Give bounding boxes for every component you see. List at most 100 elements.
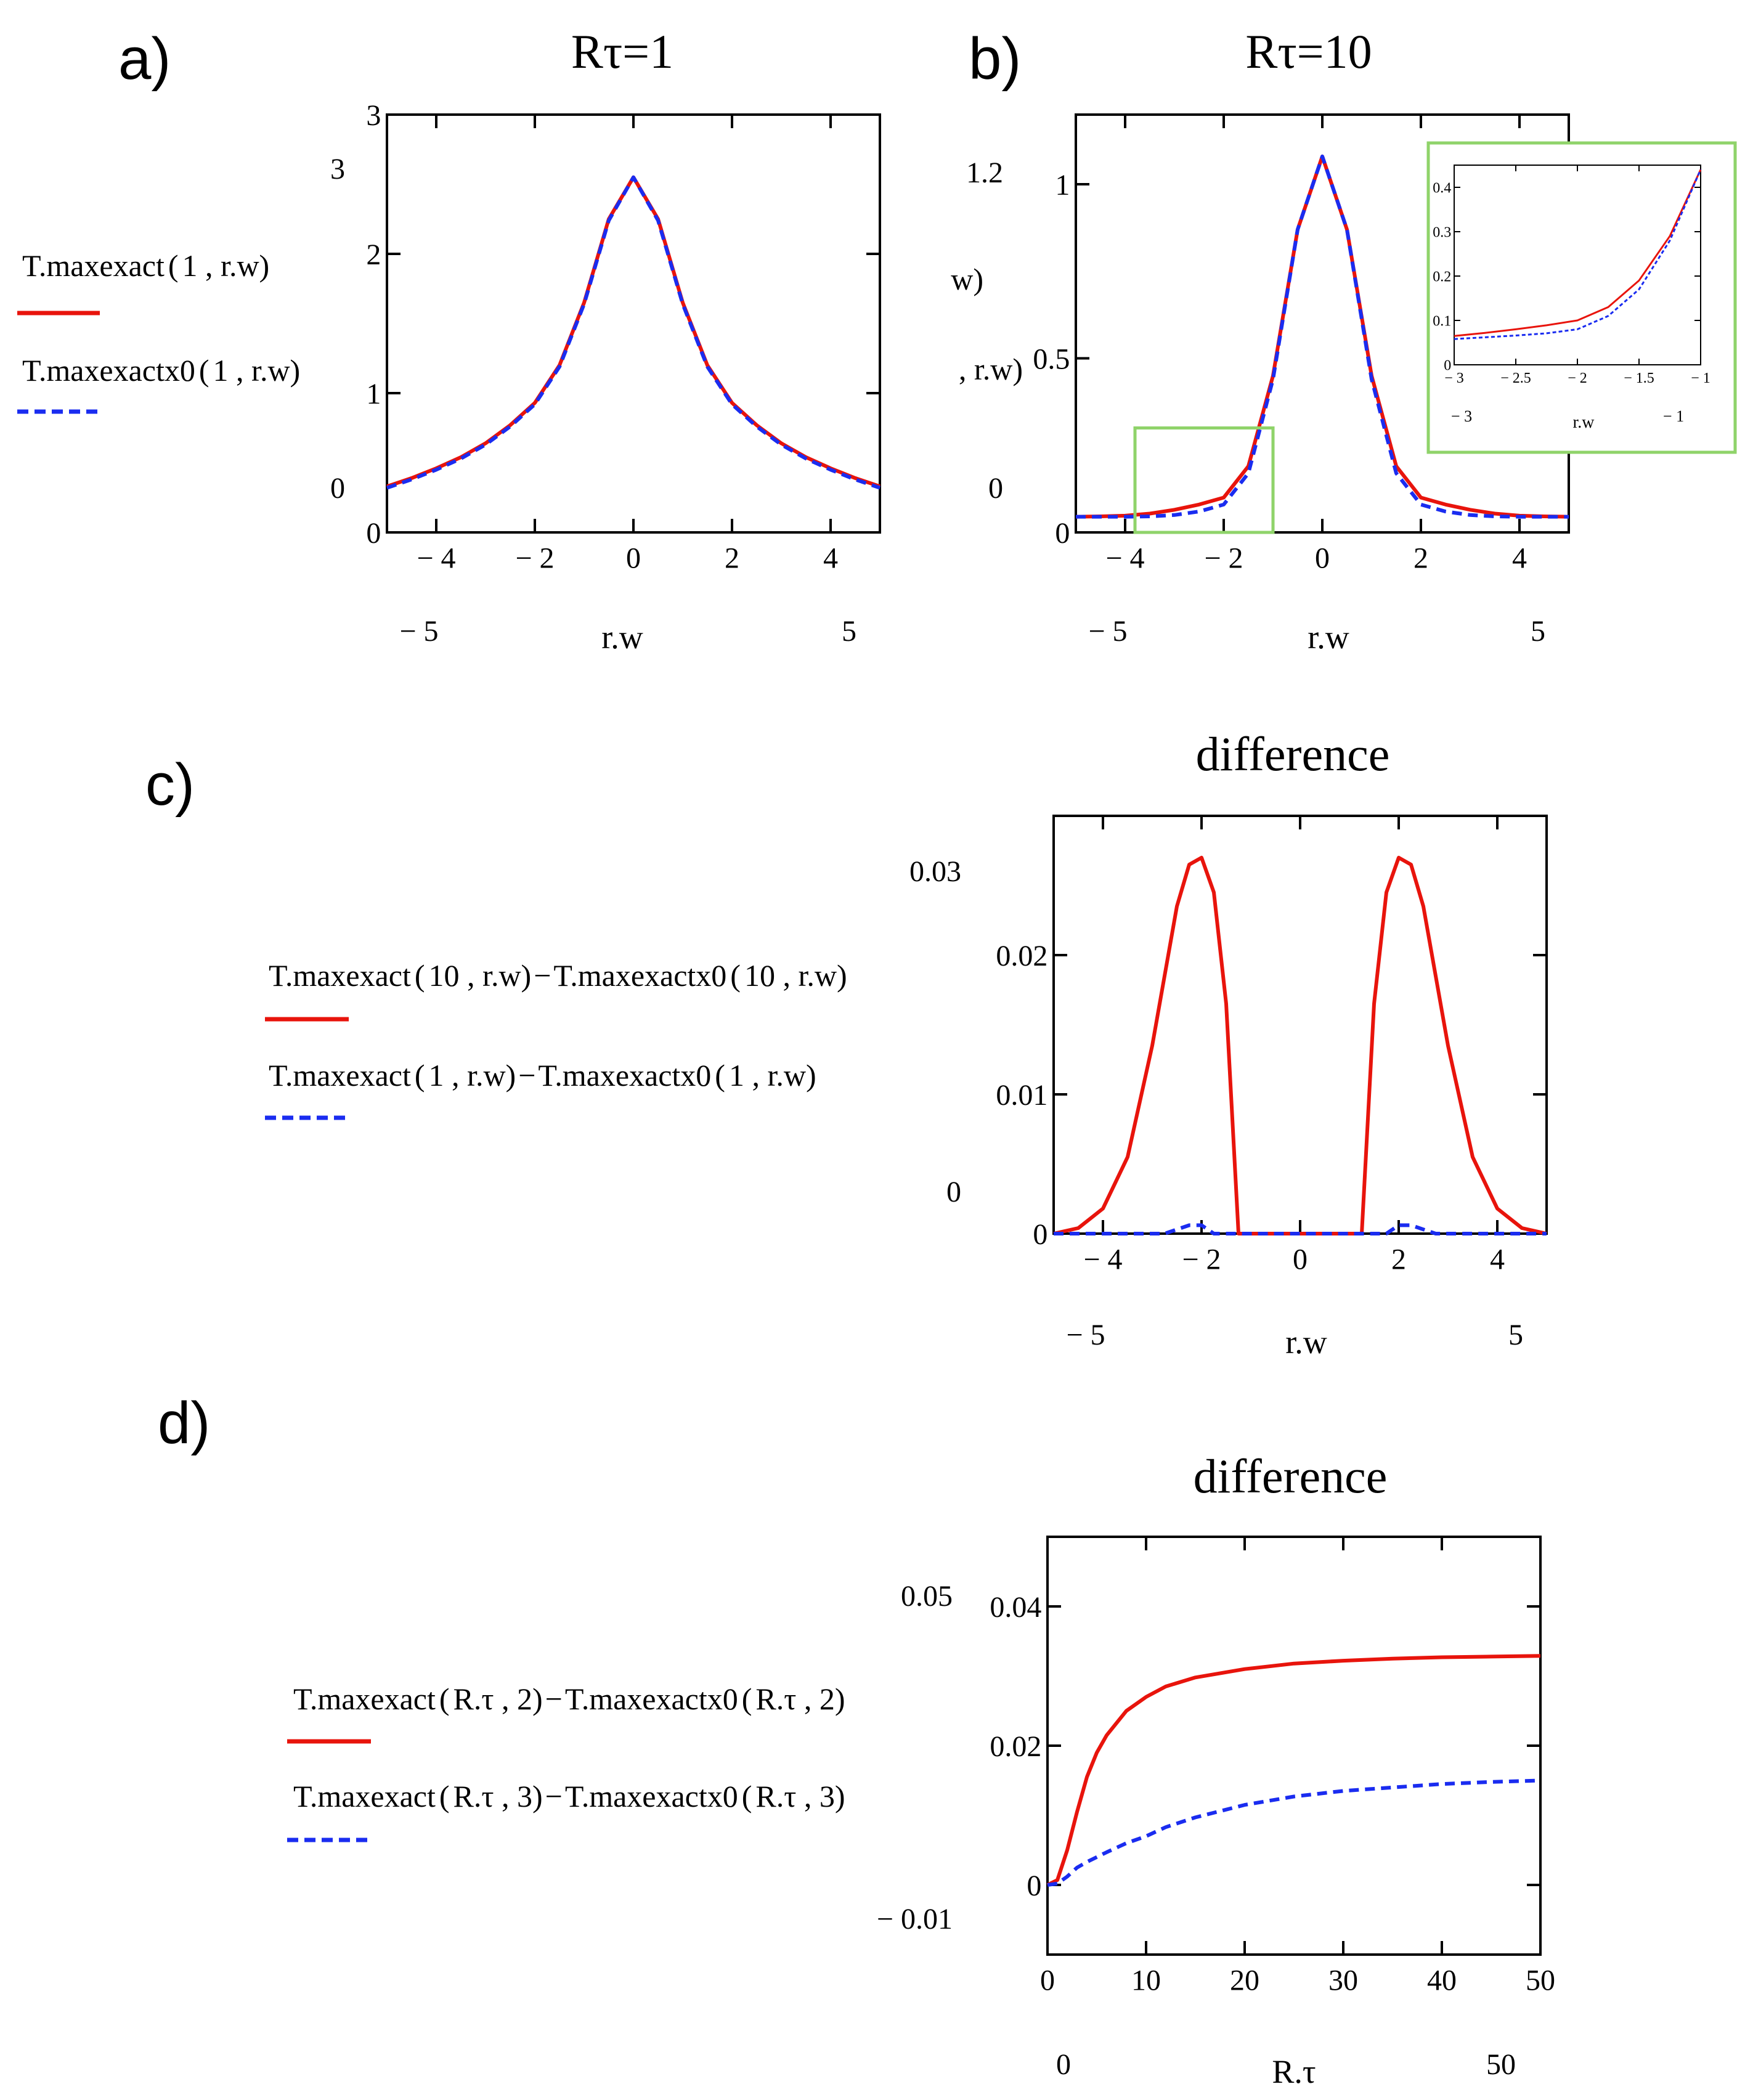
panel-a-xmin-label: − 5 — [399, 615, 438, 648]
legend-a-2-func: T.maxexactx0 — [22, 353, 195, 388]
panel-label-c: c) — [145, 752, 195, 818]
panel-c-marks — [1053, 855, 1547, 1235]
panel-b-inset-series-solid-red — [1454, 169, 1702, 337]
panel-b-ymin-label: 0 — [988, 472, 1003, 505]
panel-b-inset-xtick-label: − 2 — [1568, 370, 1587, 386]
panel-c-xtick-label: 4 — [1490, 1243, 1505, 1276]
panel-d-ymax-label: 0.05 — [901, 1580, 953, 1613]
panel-b-inset-frame — [1426, 141, 1737, 454]
legend-a-2: T.maxexactx0(1 , r.w) — [22, 353, 300, 388]
legend-a-2-args: 1 , r.w — [213, 353, 290, 388]
panel-a-ytick-label: 3 — [366, 99, 381, 132]
panel-c-xtick-label: − 2 — [1182, 1243, 1221, 1276]
panel-d-xtick-label: 0 — [1040, 1964, 1055, 1997]
panel-b-xlabel: r.w — [1308, 619, 1349, 656]
panel-d-xtick-label: 20 — [1230, 1964, 1259, 1997]
panel-b-legend-fragment-2: , r.w) — [959, 352, 1023, 386]
panel-c-xtick-label: 2 — [1391, 1243, 1406, 1276]
panel-b-inset-xmax-label: − 1 — [1663, 407, 1684, 425]
panel-a-title: Rτ=1 — [571, 25, 673, 78]
legend-d-2-minus-args: R.τ , 3 — [755, 1779, 834, 1813]
legend-d-2: T.maxexact(R.τ , 3)−T.maxexactx0(R.τ , 3… — [293, 1779, 845, 1813]
panel-d-xtick-label: 10 — [1131, 1964, 1161, 1997]
panel-b-inset-xmin-label: − 3 — [1451, 407, 1472, 425]
panel-label-b: b) — [969, 26, 1021, 92]
panel-d-xtick-label: 30 — [1328, 1964, 1358, 1997]
panel-b-zoom-box — [1133, 426, 1275, 534]
legend-d-2-args: R.τ , 3 — [454, 1779, 532, 1813]
legend-a-1-func: T.maxexact — [22, 248, 165, 283]
panel-d-marks — [1046, 1654, 1541, 1887]
panel-a-xtick-label: 2 — [725, 542, 739, 575]
legend-c-2-minus-args: 1 , r.w — [729, 1058, 806, 1093]
panel-b-ymax-label: 1.2 — [966, 157, 1003, 189]
panel-d-xtick-label: 40 — [1427, 1964, 1457, 1997]
panel-a-xmax-label: 5 — [842, 615, 856, 648]
legend-d-1-args: R.τ , 2 — [454, 1682, 532, 1716]
panel-d-plot-frame — [1046, 1536, 1542, 1956]
panel-b-inset-xtick-label: − 1.5 — [1624, 370, 1654, 386]
panel-b-inset-series-dashed-blue — [1454, 169, 1702, 340]
panel-b-inset-xtick-label: − 2.5 — [1500, 370, 1531, 386]
panel-c-legend: T.maxexact(10 , r.w)−T.maxexactx0(10 , r… — [265, 958, 847, 1120]
panel-a-series-solid-red — [386, 175, 881, 489]
panel-c-ticks: − 4 − 2 0 2 4 0 0.01 0.02 — [996, 816, 1547, 1276]
panel-d-ytick-label: 0.04 — [990, 1591, 1041, 1624]
panel-b-xtick-label: − 2 — [1204, 542, 1243, 575]
panel-a-series-dashed-blue — [386, 175, 881, 490]
panel-b-inset: − 3 − 2.5 − 2 − 1.5 − 1 0 0.1 0.2 0.3 0.4 − 3 − 1… — [1426, 141, 1737, 454]
panel-c-xtick-label: 0 — [1293, 1243, 1308, 1276]
panel-b-inset-ytick-label: 0.2 — [1433, 269, 1451, 285]
panel-d-xlabel: R.τ — [1272, 2053, 1316, 2090]
panel-a-xlabel: r.w — [601, 619, 643, 656]
panel-c-series-dashed-blue — [1054, 1223, 1547, 1235]
legend-c-2: T.maxexact(1 , r.w)−T.maxexactx0(1 , r.w… — [269, 1058, 816, 1093]
panel-b-inset-ytick-label: 0.3 — [1433, 224, 1451, 240]
panel-b-inset-ytick-label: 0.1 — [1433, 313, 1451, 329]
panel-b-inset-xtick-label: − 3 — [1444, 370, 1464, 386]
panel-d-ytick-label: 0.02 — [990, 1730, 1041, 1763]
panel-a-ytick-label: 1 — [366, 378, 381, 410]
panel-label-d: d) — [158, 1390, 210, 1456]
legend-d-1-minus-func: T.maxexactx0 — [565, 1682, 738, 1716]
legend-a-1: T.maxexact(1 , r.w) — [22, 248, 269, 283]
panel-b-ytick-label: 0.5 — [1033, 343, 1070, 375]
panel-a-ticks: − 4 − 2 0 2 4 0 1 2 3 — [366, 99, 880, 575]
legend-c-1-minus-func: T.maxexactx0 — [553, 958, 726, 993]
panel-b-xtick-label: 0 — [1315, 542, 1330, 575]
panel-d-ticks: 0 10 20 30 40 50 0 0.02 0.04 — [990, 1537, 1555, 1997]
legend-c-1: T.maxexact(10 , r.w)−T.maxexactx0(10 , r… — [269, 958, 847, 993]
panel-a: Rτ=1 − 4 − 2 0 2 4 0 1 2 3 r.w − 5 5 0 3 T.maxex… — [17, 25, 881, 656]
panel-c-ytick-label: 0 — [1033, 1218, 1047, 1251]
panel-c-ytick-label: 0.01 — [996, 1079, 1047, 1112]
panel-label-a: a) — [118, 26, 171, 92]
panel-b-ytick-label: 1 — [1055, 169, 1070, 201]
panel-d-ymin-label: − 0.01 — [877, 1903, 953, 1935]
panel-b-inset-xtick-label: − 1 — [1691, 370, 1710, 386]
panel-c-ymax-label: 0.03 — [909, 855, 961, 888]
legend-d-2-minus-func: T.maxexactx0 — [565, 1779, 738, 1813]
panel-c-title: difference — [1196, 727, 1390, 781]
panel-c-ytick-label: 0.02 — [996, 940, 1047, 972]
panel-a-ytick-label: 0 — [366, 517, 381, 550]
panel-d-series-dashed-blue — [1047, 1778, 1541, 1887]
panel-b-xtick-label: 2 — [1413, 542, 1428, 575]
legend-c-2-minus-func: T.maxexactx0 — [538, 1058, 711, 1093]
legend-a-1-args: 1 , r.w — [182, 248, 259, 283]
panel-b: Rτ=10 − 4− 2 0 2 400.51 r.w − 5 5 0 1.2 w) … — [951, 25, 1737, 656]
panel-a-xtick-label: − 2 — [515, 542, 554, 575]
panel-a-xtick-label: − 4 — [417, 542, 455, 575]
panel-d-legend: T.maxexact(R.τ , 2)−T.maxexactx0(R.τ , 2… — [287, 1682, 845, 1842]
panel-c-xtick-label: − 4 — [1083, 1243, 1122, 1276]
panel-a-legend: T.maxexact(1 , r.w) T.maxexactx0(1 , r.w… — [17, 248, 300, 414]
legend-c-1-func: T.maxexact — [269, 958, 411, 993]
panel-b-inset-ytick-label: 0.4 — [1433, 180, 1451, 196]
panel-d-series-solid-red — [1046, 1654, 1541, 1887]
panel-a-xtick-label: 0 — [626, 542, 641, 575]
panel-b-xmax-label: 5 — [1531, 615, 1545, 648]
panel-b-ticks: − 4 − 2 0 2 4 0 0.5 1 — [1033, 115, 1569, 575]
panel-c-ymin-label: 0 — [946, 1176, 961, 1208]
legend-d-1: T.maxexact(R.τ , 2)−T.maxexactx0(R.τ , 2… — [293, 1682, 845, 1716]
panel-c-plot-frame — [1052, 815, 1548, 1235]
